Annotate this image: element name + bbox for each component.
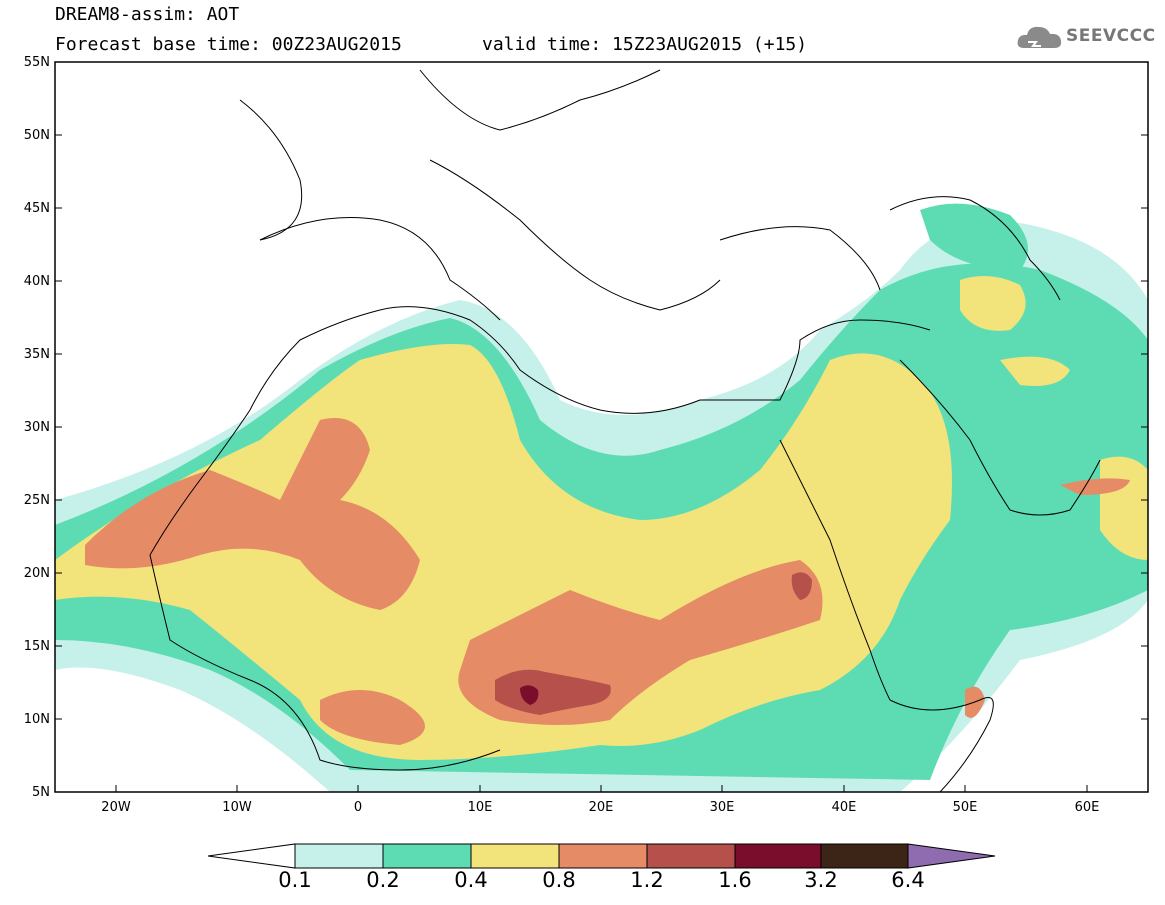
aot-band-1.2: [495, 572, 812, 715]
lon-label: 20W: [101, 800, 131, 815]
cloud-icon: [1017, 26, 1062, 48]
lon-label: 30E: [709, 800, 735, 815]
lat-label: 10N: [23, 712, 50, 727]
lon-label: 10W: [222, 800, 252, 815]
legend-level: 0.2: [366, 868, 400, 892]
legend-level: 1.2: [630, 868, 664, 892]
lon-label: 40E: [831, 800, 857, 815]
lat-label: 45N: [23, 201, 50, 216]
lat-label: 40N: [23, 274, 50, 289]
legend-level: 0.8: [542, 868, 576, 892]
map-title: DREAM8-assim: AOT: [55, 4, 240, 25]
lat-label: 20N: [23, 566, 50, 581]
legend-level: 6.4: [891, 868, 925, 892]
lon-label: 10E: [467, 800, 493, 815]
logo-text: SEEVCCC: [1066, 26, 1156, 46]
legend-level: 1.6: [718, 868, 752, 892]
valid-time: valid time: 15Z23AUG2015 (+15): [482, 34, 808, 55]
lon-label: 20E: [588, 800, 614, 815]
forecast-base-time: Forecast base time: 00Z23AUG2015: [55, 34, 402, 55]
lat-label: 55N: [23, 55, 50, 70]
aot-band-1.6: [520, 685, 539, 705]
lon-label: 0: [353, 800, 363, 815]
seevccc-logo: SEEVCCC: [1016, 22, 1156, 52]
lon-label: 60E: [1074, 800, 1100, 815]
legend-level: 0.4: [454, 868, 488, 892]
lon-label: 50E: [952, 800, 978, 815]
axis-ticks: [55, 61, 1148, 792]
lat-label: 5N: [32, 785, 50, 800]
lat-label: 30N: [23, 420, 50, 435]
coastlines: [149, 69, 1101, 792]
legend-level: 0.1: [278, 868, 312, 892]
lat-label: 35N: [23, 347, 50, 362]
lat-label: 15N: [23, 639, 50, 654]
lat-label: 25N: [23, 493, 50, 508]
legend-level: 3.2: [804, 868, 838, 892]
lat-label: 50N: [23, 128, 50, 143]
